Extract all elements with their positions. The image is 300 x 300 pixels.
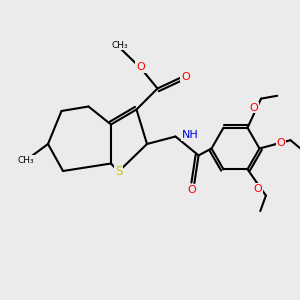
Text: CH₃: CH₃ — [112, 40, 128, 50]
Text: O: O — [250, 103, 259, 112]
Text: S: S — [115, 165, 122, 178]
Text: CH₃: CH₃ — [17, 156, 34, 165]
Text: O: O — [254, 184, 262, 194]
Text: O: O — [187, 184, 196, 195]
Text: NH: NH — [182, 130, 198, 140]
Text: O: O — [277, 138, 286, 148]
Text: O: O — [136, 62, 145, 72]
Text: O: O — [181, 71, 190, 82]
